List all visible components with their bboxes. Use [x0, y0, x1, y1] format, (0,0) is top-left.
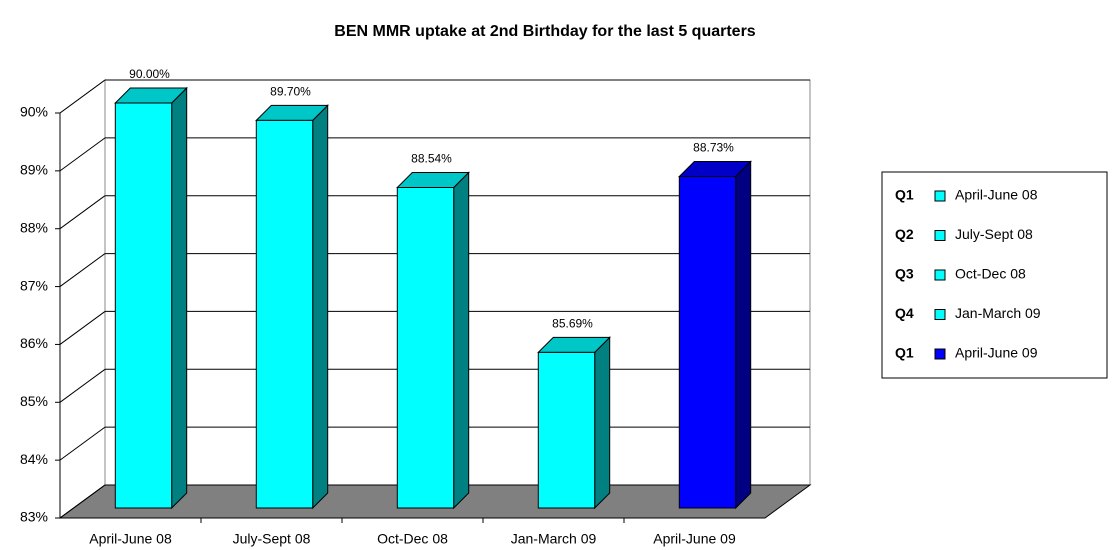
x-tick-label: Jan-March 09	[511, 531, 597, 547]
legend-swatch	[934, 269, 946, 281]
x-tick-label: April-June 09	[653, 531, 736, 547]
chart-title: BEN MMR uptake at 2nd Birthday for the l…	[334, 23, 756, 40]
bar-side	[735, 160, 752, 510]
grid-line	[59, 137, 106, 172]
x-tick-label: July-Sept 08	[233, 531, 311, 547]
legend-label: Jan-March 09	[955, 305, 1041, 321]
y-tick-label: 83%	[20, 509, 48, 525]
y-tick-label: 86%	[20, 335, 48, 351]
legend-swatch	[934, 230, 946, 241]
bar-side	[171, 86, 188, 510]
grid-line	[59, 195, 106, 230]
bar-side	[453, 171, 470, 510]
legend-label: April-June 08	[955, 187, 1038, 203]
bar	[114, 86, 188, 510]
legend-code: Q4	[895, 305, 914, 321]
legend-swatch	[934, 348, 946, 360]
y-tick-label: 87%	[20, 277, 48, 293]
grid-line	[59, 484, 106, 519]
data-label: 88.73%	[693, 141, 734, 155]
data-label: 85.69%	[552, 317, 593, 331]
bar	[255, 104, 329, 510]
legend-code: Q1	[895, 187, 914, 203]
legend-box	[881, 171, 1108, 379]
grid-line	[59, 426, 106, 461]
bar	[396, 171, 470, 510]
data-label: 89.70%	[270, 85, 311, 99]
bar-front	[114, 102, 173, 509]
legend-swatch	[934, 190, 946, 202]
legend-label: April-June 09	[955, 345, 1038, 361]
bar-front	[678, 175, 737, 509]
grid-line	[59, 79, 106, 114]
side-wall	[59, 79, 106, 519]
legend-label: Oct-Dec 08	[955, 266, 1026, 282]
bar-front	[255, 119, 314, 509]
bar	[537, 336, 611, 510]
grid-line	[59, 311, 106, 345]
data-label: 88.54%	[411, 152, 452, 166]
bar-side	[594, 336, 611, 510]
y-tick-label: 85%	[20, 393, 48, 409]
bar-side	[312, 104, 329, 510]
data-label: 90.00%	[129, 67, 170, 81]
bar	[678, 160, 752, 510]
bar-front	[396, 186, 455, 509]
grid-line	[59, 253, 106, 287]
grid-line	[59, 368, 106, 403]
legend-code: Q1	[895, 345, 914, 361]
y-tick-label: 89%	[20, 162, 48, 178]
x-tick-label: April-June 08	[89, 531, 172, 547]
x-tick-label: Oct-Dec 08	[377, 531, 448, 547]
legend-swatch	[934, 309, 946, 320]
y-tick-label: 90%	[20, 104, 48, 120]
bar-front	[537, 351, 596, 509]
legend-label: July-Sept 08	[955, 226, 1033, 242]
y-tick-label: 84%	[20, 451, 48, 467]
legend-code: Q2	[895, 226, 914, 242]
y-tick-label: 88%	[20, 219, 48, 235]
legend-code: Q3	[895, 266, 914, 282]
